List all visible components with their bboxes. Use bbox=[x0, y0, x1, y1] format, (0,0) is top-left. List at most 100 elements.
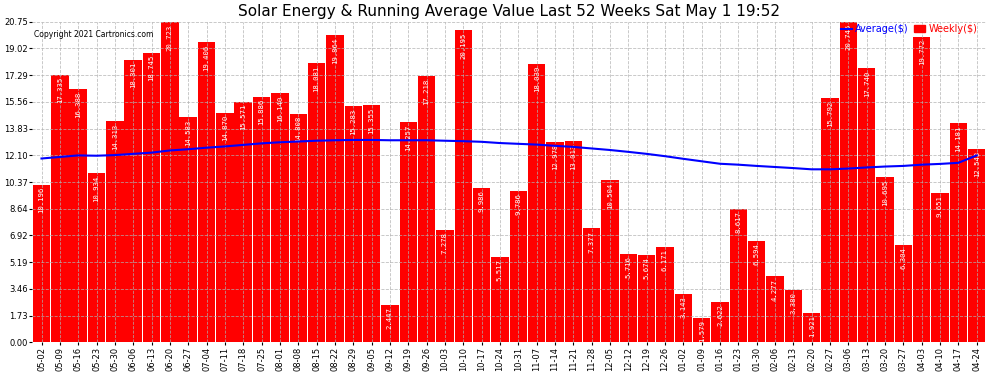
Bar bbox=[235, 102, 251, 342]
Bar bbox=[161, 22, 178, 342]
Text: 20.723: 20.723 bbox=[167, 24, 173, 51]
Bar bbox=[711, 302, 729, 342]
Bar bbox=[913, 37, 931, 342]
Bar bbox=[546, 142, 563, 342]
Text: 12.543: 12.543 bbox=[974, 151, 980, 177]
Bar bbox=[895, 245, 912, 342]
Bar bbox=[785, 290, 802, 342]
Bar bbox=[968, 148, 985, 342]
Bar bbox=[454, 30, 472, 342]
Text: 8.617: 8.617 bbox=[736, 211, 742, 233]
Bar bbox=[564, 141, 582, 342]
Text: 14.808: 14.808 bbox=[295, 116, 301, 142]
Bar bbox=[620, 254, 637, 342]
Bar bbox=[252, 97, 270, 342]
Bar bbox=[326, 35, 344, 342]
Bar bbox=[932, 193, 948, 342]
Bar bbox=[747, 240, 765, 342]
Text: 5.517: 5.517 bbox=[497, 260, 503, 281]
Bar bbox=[876, 177, 894, 342]
Text: 14.313: 14.313 bbox=[112, 123, 118, 150]
Bar bbox=[106, 121, 124, 342]
Text: Copyright 2021 Cartronics.com: Copyright 2021 Cartronics.com bbox=[35, 30, 153, 39]
Text: 15.355: 15.355 bbox=[368, 107, 374, 134]
Bar bbox=[33, 185, 50, 342]
Text: 15.571: 15.571 bbox=[241, 104, 247, 130]
Bar bbox=[271, 93, 289, 342]
Text: 10.934: 10.934 bbox=[93, 176, 100, 202]
Bar bbox=[216, 112, 234, 342]
Text: 10.196: 10.196 bbox=[39, 187, 45, 213]
Text: 6.304: 6.304 bbox=[900, 247, 906, 269]
Text: 7.278: 7.278 bbox=[442, 232, 447, 254]
Bar bbox=[528, 64, 545, 342]
Text: 3.380: 3.380 bbox=[790, 292, 796, 314]
Bar bbox=[510, 191, 527, 342]
Bar bbox=[345, 106, 362, 342]
Bar bbox=[125, 60, 142, 342]
Bar bbox=[601, 180, 619, 342]
Bar bbox=[491, 257, 509, 342]
Bar bbox=[583, 228, 600, 342]
Legend: Average($), Weekly($): Average($), Weekly($) bbox=[837, 20, 981, 38]
Text: 15.792: 15.792 bbox=[827, 100, 833, 127]
Bar bbox=[400, 122, 417, 342]
Text: 14.870: 14.870 bbox=[222, 115, 228, 141]
Bar bbox=[363, 105, 380, 342]
Text: 6.171: 6.171 bbox=[662, 249, 668, 271]
Bar bbox=[822, 98, 839, 342]
Bar bbox=[858, 68, 875, 342]
Text: 19.864: 19.864 bbox=[332, 38, 338, 64]
Text: 4.277: 4.277 bbox=[772, 279, 778, 300]
Text: 10.695: 10.695 bbox=[882, 180, 888, 206]
Bar bbox=[437, 230, 453, 342]
Bar bbox=[289, 114, 307, 342]
Bar bbox=[308, 63, 326, 342]
Text: 10.504: 10.504 bbox=[607, 182, 613, 209]
Bar bbox=[949, 123, 967, 342]
Text: 15.886: 15.886 bbox=[258, 99, 264, 126]
Text: 18.081: 18.081 bbox=[314, 65, 320, 92]
Text: 7.377: 7.377 bbox=[589, 231, 595, 253]
Text: 18.745: 18.745 bbox=[148, 55, 154, 81]
Text: 14.583: 14.583 bbox=[185, 119, 191, 146]
Text: 19.772: 19.772 bbox=[919, 39, 925, 65]
Bar bbox=[674, 294, 692, 342]
Text: 18.301: 18.301 bbox=[130, 62, 137, 88]
Bar bbox=[473, 188, 490, 342]
Text: 3.143: 3.143 bbox=[680, 296, 686, 318]
Title: Solar Energy & Running Average Value Last 52 Weeks Sat May 1 19:52: Solar Energy & Running Average Value Las… bbox=[238, 4, 780, 19]
Bar bbox=[803, 313, 821, 342]
Text: 1.579: 1.579 bbox=[699, 320, 705, 342]
Text: 16.140: 16.140 bbox=[277, 95, 283, 122]
Bar bbox=[840, 22, 857, 342]
Text: 2.447: 2.447 bbox=[387, 307, 393, 329]
Bar bbox=[693, 318, 711, 342]
Text: 13.013: 13.013 bbox=[570, 144, 576, 170]
Text: 20.745: 20.745 bbox=[845, 24, 851, 50]
Text: 9.986: 9.986 bbox=[478, 190, 484, 212]
Text: 2.622: 2.622 bbox=[717, 304, 723, 326]
Bar bbox=[638, 255, 655, 342]
Text: 5.674: 5.674 bbox=[644, 257, 649, 279]
Text: 17.218: 17.218 bbox=[424, 79, 430, 105]
Bar bbox=[69, 89, 87, 342]
Bar bbox=[88, 173, 105, 342]
Text: 17.740: 17.740 bbox=[863, 70, 869, 97]
Text: 14.181: 14.181 bbox=[955, 126, 961, 152]
Bar bbox=[381, 304, 399, 342]
Text: 5.716: 5.716 bbox=[626, 256, 632, 278]
Bar bbox=[656, 247, 673, 342]
Text: 20.195: 20.195 bbox=[460, 33, 466, 59]
Text: 17.335: 17.335 bbox=[56, 77, 62, 103]
Text: 9.786: 9.786 bbox=[515, 194, 522, 215]
Bar bbox=[730, 209, 747, 342]
Text: 19.406: 19.406 bbox=[204, 45, 210, 71]
Text: 12.978: 12.978 bbox=[551, 144, 558, 170]
Text: 15.283: 15.283 bbox=[350, 108, 356, 135]
Text: 6.594: 6.594 bbox=[753, 243, 759, 265]
Text: 16.388: 16.388 bbox=[75, 92, 81, 118]
Text: 9.651: 9.651 bbox=[937, 196, 943, 217]
Bar bbox=[179, 117, 197, 342]
Bar bbox=[143, 53, 160, 342]
